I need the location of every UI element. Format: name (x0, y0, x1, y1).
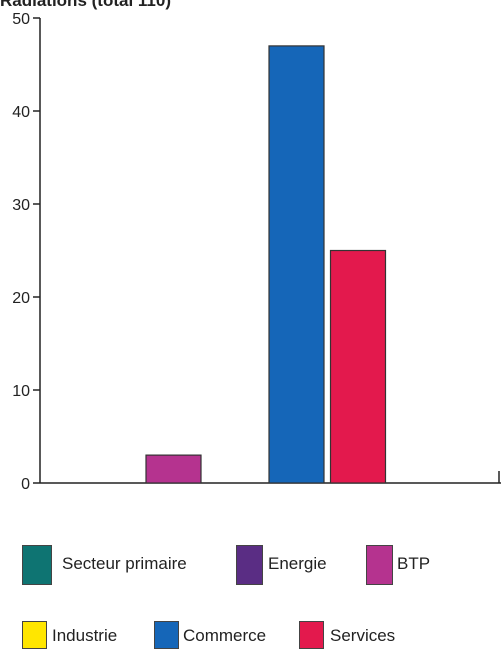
y-tick-label: 0 (21, 476, 30, 493)
y-tick-label: 30 (12, 197, 30, 214)
bar-btp (145, 454, 202, 484)
y-tick-label: 40 (12, 104, 30, 121)
bar-chart: 0 10 20 30 40 50 (12, 11, 501, 493)
bars (145, 45, 387, 484)
legend-label-btp: BTP (397, 554, 431, 573)
legend-swatch-industrie (22, 621, 47, 649)
legend-swatch-energie (236, 545, 263, 585)
legend-label-commerce: Commerce (183, 626, 267, 645)
y-tick-label: 10 (12, 383, 30, 400)
legend-swatch-services (299, 621, 324, 649)
legend-swatch-commerce (154, 621, 179, 649)
legend-label-industrie: Industrie (52, 626, 118, 645)
bar-commerce (268, 45, 325, 484)
y-tick-label: 20 (12, 290, 30, 307)
legend-label-services: Services (330, 626, 396, 645)
legend-swatch-secteur-primaire (22, 545, 52, 585)
axes: 0 10 20 30 40 50 (12, 11, 501, 493)
bar-services (329, 249, 387, 484)
legend-swatch-btp (366, 545, 393, 585)
y-tick-label: 50 (12, 11, 30, 28)
legend-label-secteur-primaire: Secteur primaire (62, 554, 187, 573)
chart-title: Radiations (total 110) (0, 0, 171, 10)
legend-label-energie: Energie (268, 554, 327, 573)
